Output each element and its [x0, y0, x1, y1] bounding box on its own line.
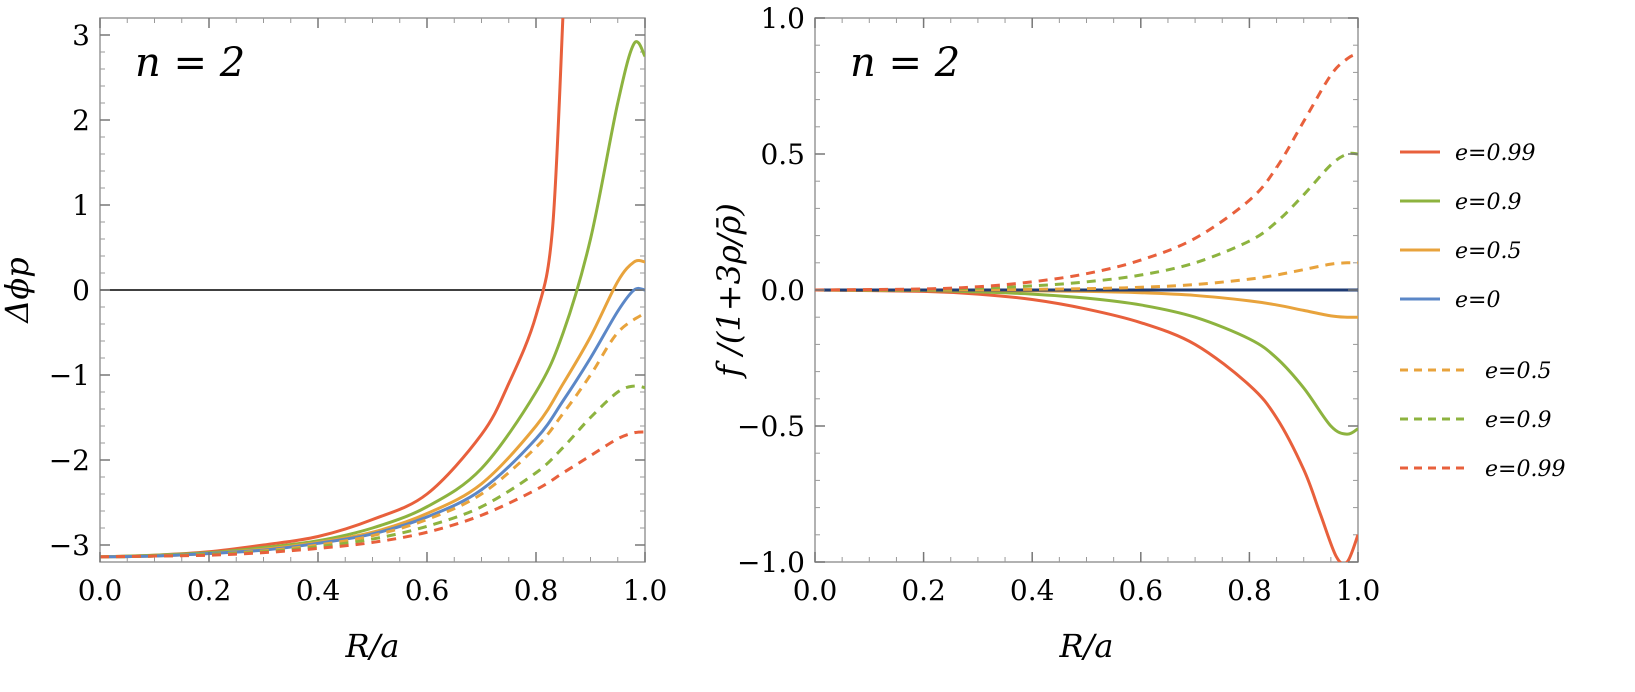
y-tick-label: −3	[49, 529, 90, 562]
legend-label: e=0	[1455, 288, 1500, 313]
x-tick-label: 0.6	[405, 574, 450, 607]
y-tick-label: 1.0	[760, 2, 805, 35]
series-line-e-0-5-solid	[100, 259, 645, 559]
left-x-axis-title: R/a	[345, 627, 400, 665]
x-tick-label: 0.8	[1227, 574, 1272, 607]
y-tick-label: −2	[49, 444, 90, 477]
x-tick-label: 0.4	[1010, 574, 1055, 607]
legend: e=0.99 e=0.9 e=0.5 e=0 e=0.5 e=0.9 e=0.99	[1400, 141, 1565, 482]
series-line-e-0-5-solid	[815, 288, 1358, 319]
y-tick-label: 1	[72, 189, 90, 222]
y-tick-label: −1.0	[737, 546, 805, 579]
series-line-e-0-9-solid	[100, 40, 645, 559]
y-tick-label: 3	[72, 19, 90, 52]
legend-item: e=0.99	[1400, 457, 1565, 482]
legend-item: e=0.9	[1400, 190, 1521, 215]
x-tick-label: 0.2	[187, 574, 232, 607]
legend-label: e=0.99	[1485, 457, 1565, 482]
y-tick-label: 2	[72, 104, 90, 137]
right-x-axis-title: R/a	[1059, 627, 1114, 665]
y-tick-label: 0.0	[760, 274, 805, 307]
legend-label: e=0.9	[1485, 408, 1551, 433]
x-tick-label: 0.0	[78, 574, 123, 607]
x-tick-label: 0.8	[514, 574, 559, 607]
right-chart-panel: 0.0 0.2 0.4 0.6 0.8 1.0 −1.0 −0.5 0.0 0.5 1.0 n =…	[710, 2, 1380, 665]
x-tick-label: 0.6	[1119, 574, 1164, 607]
legend-label: e=0.99	[1455, 141, 1535, 166]
x-tick-label: 1.0	[1336, 574, 1381, 607]
x-tick-label: 1.0	[623, 574, 668, 607]
y-tick-label: −0.5	[737, 410, 805, 443]
legend-item: e=0.99	[1400, 141, 1535, 166]
legend-item: e=0.9	[1400, 408, 1551, 433]
right-annotation: n = 2	[850, 40, 960, 86]
y-tick-label: −1	[49, 359, 90, 392]
series-line-e-0-99-solid	[815, 288, 1358, 562]
series-line-e-0-9-solid	[815, 288, 1358, 436]
legend-item: e=0.5	[1400, 359, 1551, 384]
left-y-axis-title: Δϕp	[0, 257, 36, 324]
right-y-axis-title: f /(1+3ρ/ρ̄)	[710, 203, 748, 379]
legend-item: e=0	[1400, 288, 1500, 313]
y-tick-label: 0.5	[760, 138, 805, 171]
x-tick-label: 0.4	[296, 574, 341, 607]
x-tick-label: 0.0	[793, 574, 838, 607]
y-tick-label: 0	[72, 274, 90, 307]
left-annotation: n = 2	[135, 40, 245, 86]
legend-label: e=0.9	[1455, 190, 1521, 215]
series-line-e-0-99-dashed	[815, 51, 1358, 292]
series-line-e-0-9-dashed	[815, 151, 1358, 292]
legend-item: e=0.5	[1400, 239, 1521, 264]
series-line-e-0-99-dashed	[100, 430, 645, 559]
legend-label: e=0.5	[1455, 239, 1521, 264]
series-line-e-0-5-dashed	[815, 261, 1358, 292]
x-tick-label: 0.2	[901, 574, 946, 607]
legend-label: e=0.5	[1485, 359, 1551, 384]
